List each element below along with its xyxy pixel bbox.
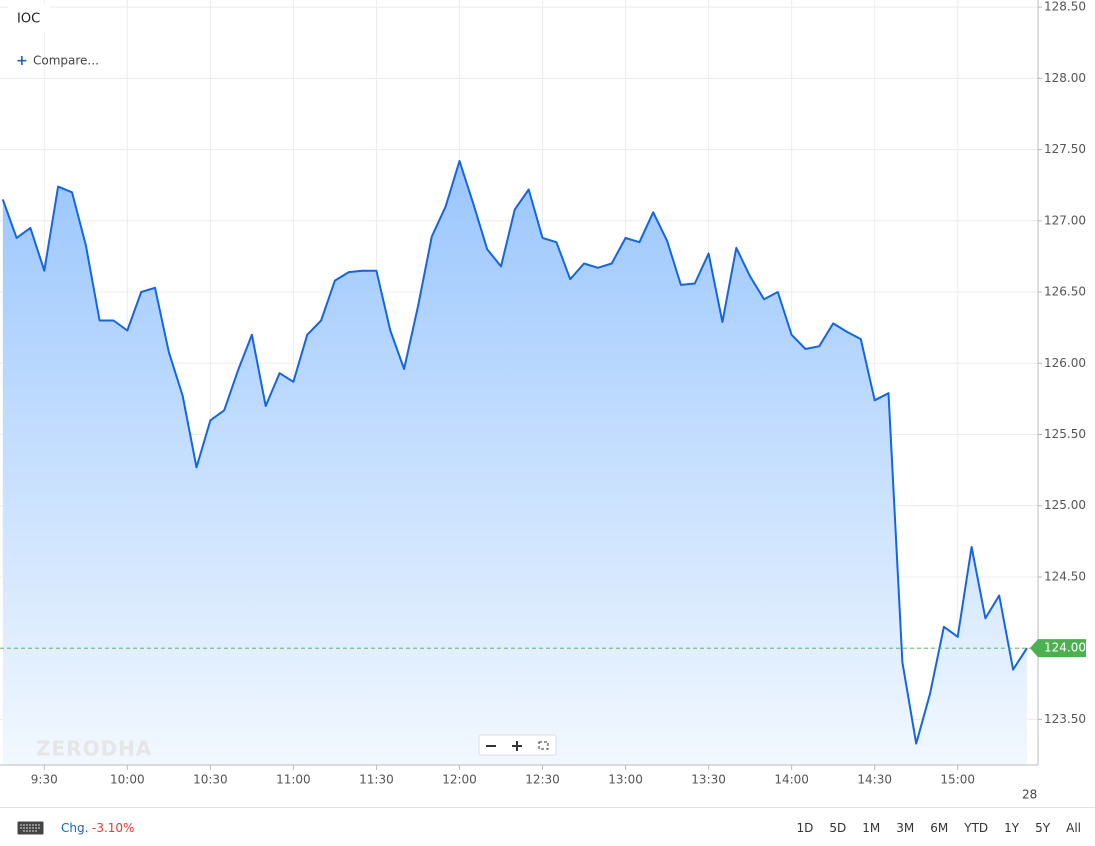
range-button[interactable]: 5Y (1035, 821, 1051, 835)
x-tick-label: 10:00 (110, 773, 145, 787)
price-line (1, 160, 1028, 745)
range-button[interactable]: 6M (930, 821, 949, 835)
watermark: ZERODHA (36, 737, 152, 761)
x-tick-label: 9:30 (31, 773, 58, 787)
y-tick-label: 126.50 (1044, 285, 1086, 299)
x-tick-label: 14:00 (774, 773, 809, 787)
change-value: -3.10% (92, 821, 135, 835)
range-button[interactable]: 3M (896, 821, 915, 835)
x-tick-label: 14:30 (857, 773, 892, 787)
fullscreen[interactable] (538, 741, 549, 750)
chart: IOC + Compare... ZERODHA 28 123.50 124.00… (0, 0, 1086, 802)
y-tick-label: 126.00 (1044, 356, 1086, 370)
last-price-tag (1030, 639, 1086, 658)
x-tick-label: 13:00 (608, 773, 643, 787)
y-tick-label: 124.50 (1044, 569, 1086, 583)
x-tick-label: 12:30 (525, 773, 560, 787)
area (2, 161, 1027, 765)
range-buttons: 1D 5D 1M 3M 6M YTD 1Y 5Y All (797, 821, 1081, 835)
y-tick-label: 128.00 (1044, 71, 1086, 85)
y-tick-label: 123.50 (1044, 712, 1086, 726)
x-tick-label: 11:00 (276, 773, 311, 787)
last-price-label: 124.00 (1044, 641, 1086, 655)
keyboard-icon[interactable] (17, 821, 44, 835)
x-tick-label: 11:30 (359, 773, 394, 787)
y-tick-label: 125.50 (1044, 427, 1086, 441)
symbol: IOC (17, 12, 40, 27)
compare-plus[interactable]: + (16, 53, 28, 69)
x-tick-label: 15:00 (940, 773, 975, 787)
title-box (8, 4, 50, 32)
range-button[interactable]: 5D (829, 821, 847, 835)
range-button[interactable]: 1Y (1004, 821, 1020, 835)
range-button[interactable]: All (1066, 821, 1081, 835)
date-label: 28 (1022, 788, 1037, 802)
y-tick-label: 127.50 (1044, 142, 1086, 156)
y-tick-label: 128.50 (1044, 0, 1086, 14)
range-button[interactable]: 1M (862, 821, 881, 835)
range-button[interactable]: YTD (964, 821, 989, 835)
y-tick-label: 127.00 (1044, 213, 1086, 227)
zoom-controls (478, 734, 557, 756)
change-label: Chg. (61, 821, 89, 835)
compare[interactable]: Compare... (33, 54, 99, 68)
footer: Chg. -3.10% 1D 5D 1M 3M 6M YTD 1Y 5Y All (0, 807, 1095, 846)
x-tick-label: 10:30 (193, 773, 228, 787)
x-tick-label: 13:30 (691, 773, 726, 787)
range-button[interactable]: 1D (796, 821, 814, 835)
y-tick-label: 125.00 (1044, 498, 1086, 512)
x-tick-label: 12:00 (442, 773, 477, 787)
